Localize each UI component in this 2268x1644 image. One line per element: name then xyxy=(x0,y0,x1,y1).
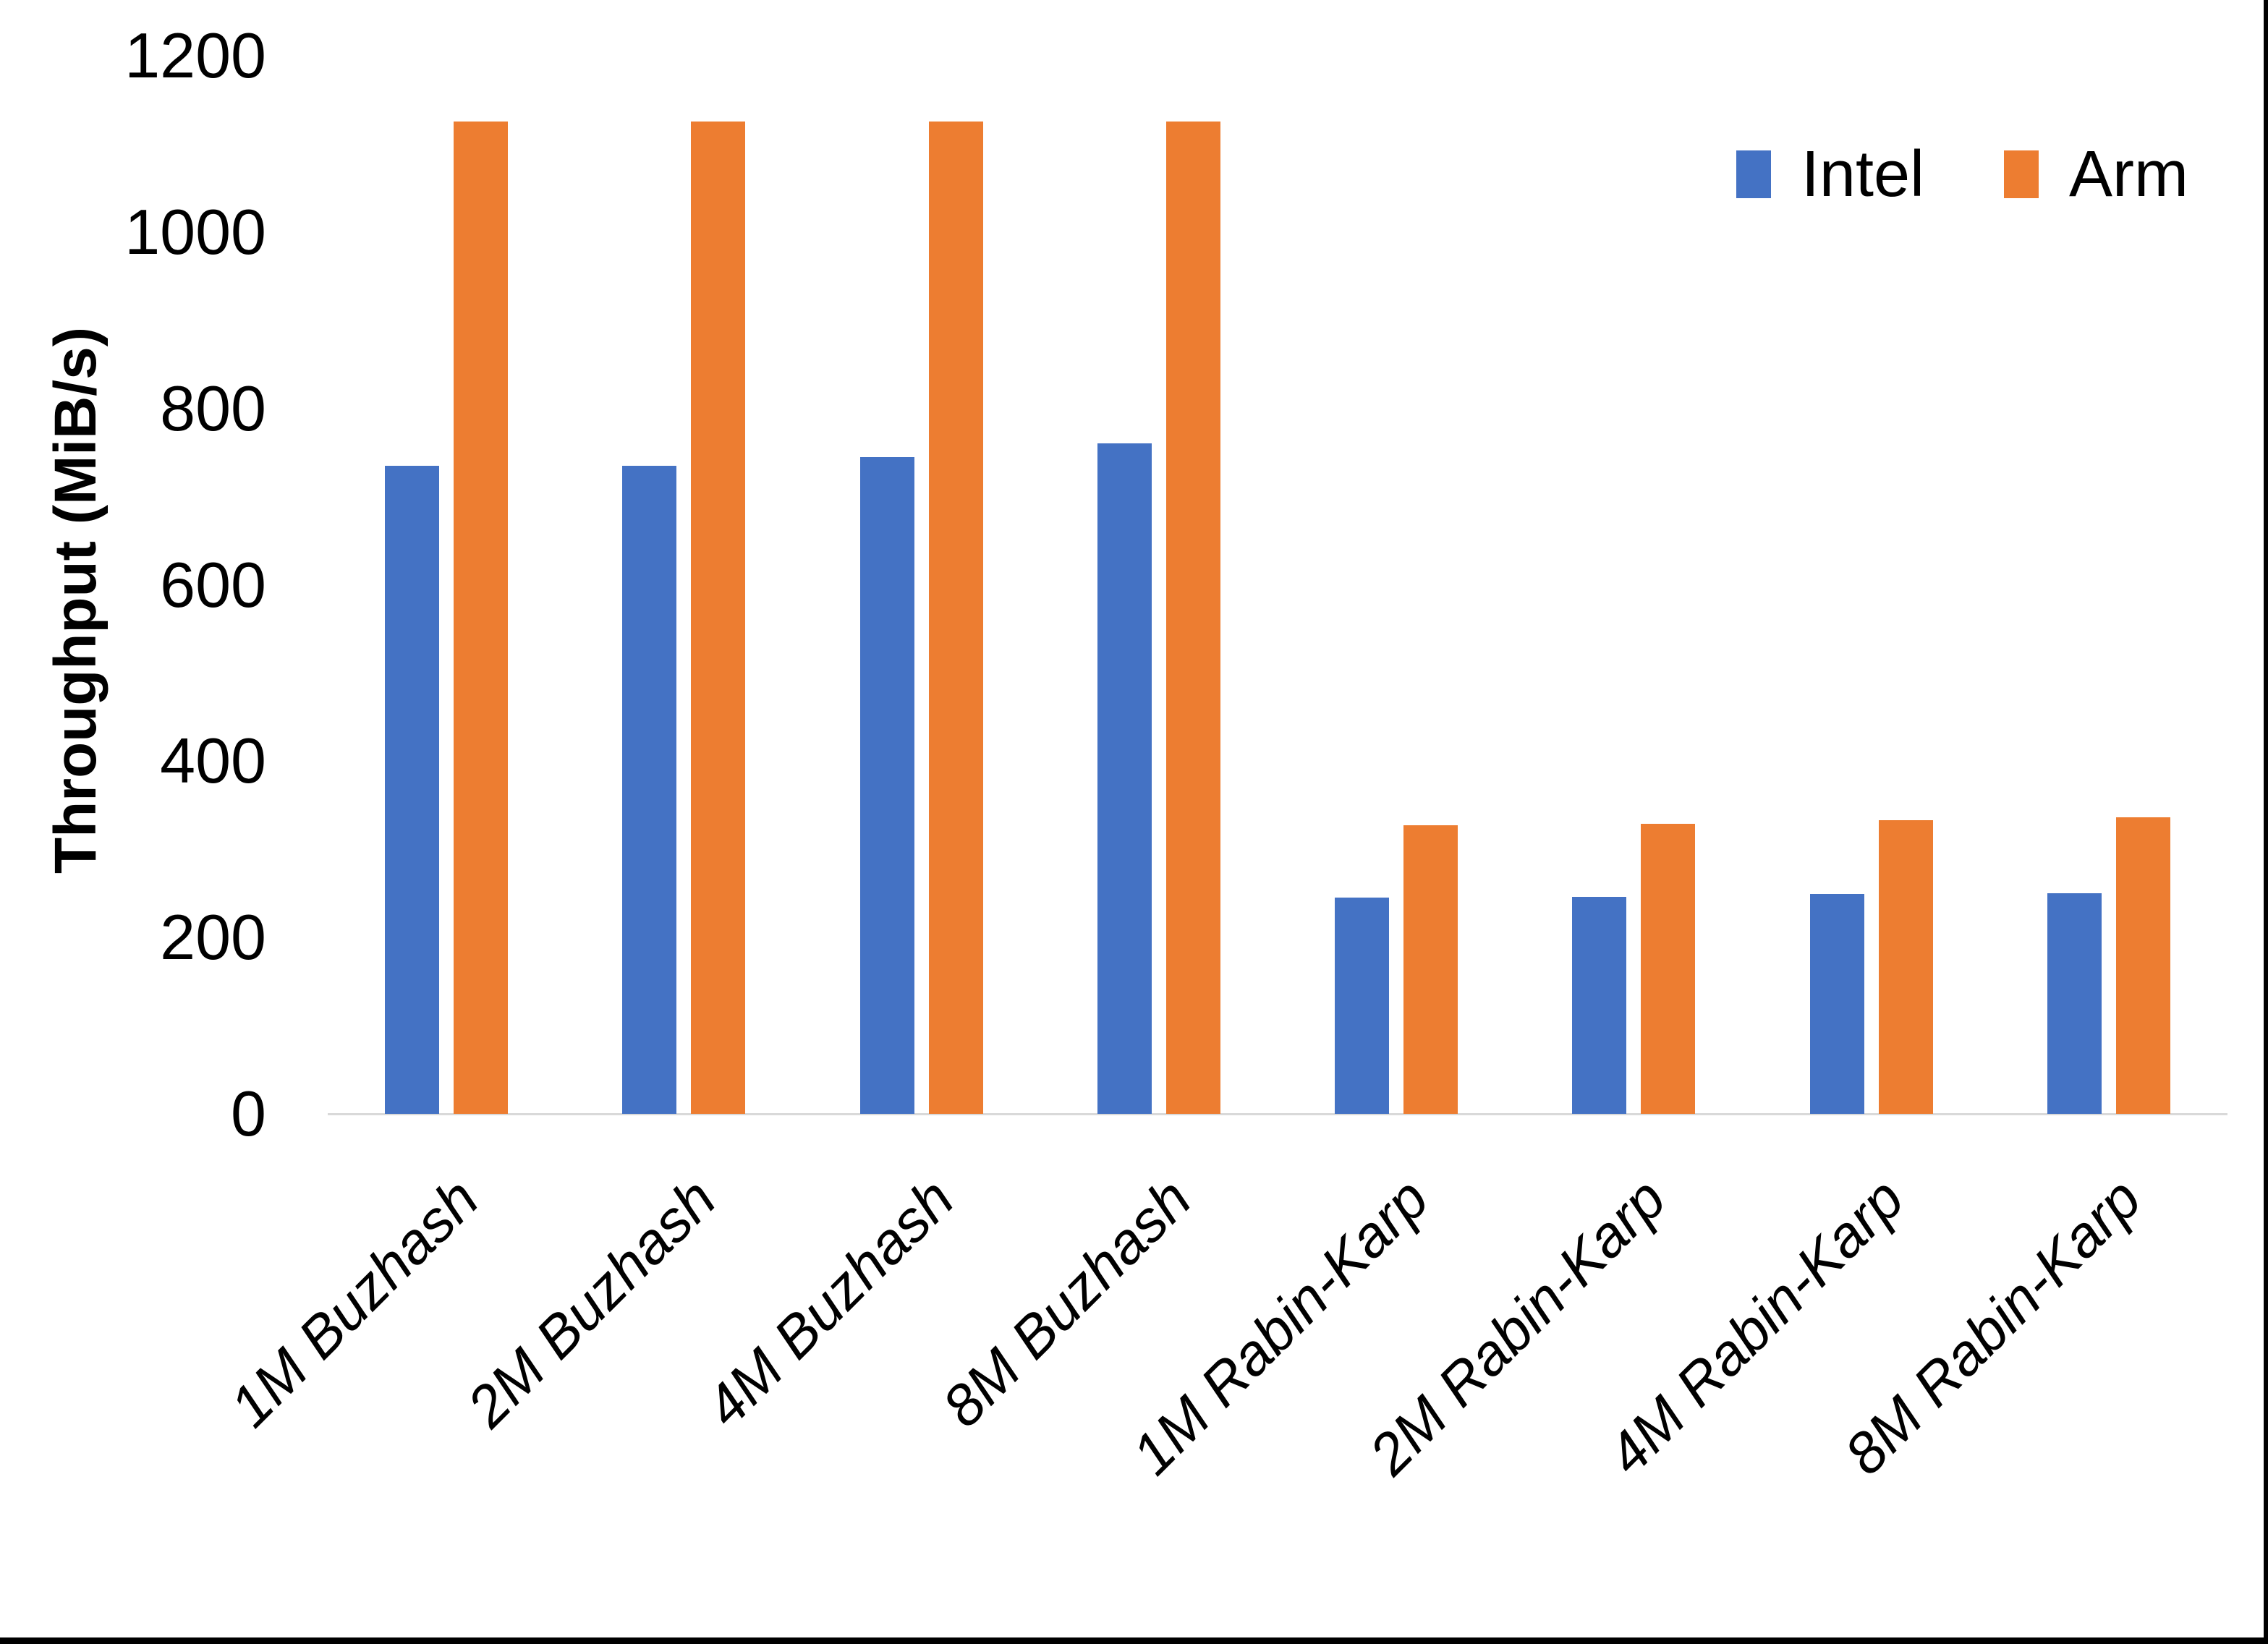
bar-intel-4m-buzhash xyxy=(859,456,914,1114)
legend: Intel Arm xyxy=(1736,142,2188,207)
bar-arm-2m-rabin-karp xyxy=(1641,823,1696,1114)
x-label-2m-buzhash: 2M Buzhash xyxy=(455,1166,729,1439)
y-tick-label-600: 600 xyxy=(160,548,266,621)
bar-intel-4m-rabin-karp xyxy=(1809,894,1864,1114)
bar-intel-2m-rabin-karp xyxy=(1572,897,1627,1114)
legend-item-arm: Arm xyxy=(2004,142,2188,207)
y-tick-label-1000: 1000 xyxy=(124,195,266,268)
x-label-8m-buzhash: 8M Buzhash xyxy=(930,1166,1203,1439)
bar-intel-1m-rabin-karp xyxy=(1335,898,1390,1114)
y-tick-label-200: 200 xyxy=(160,901,266,974)
x-label-1m-buzhash: 1M Buzhash xyxy=(217,1166,491,1439)
legend-swatch-arm xyxy=(2004,150,2039,198)
bar-intel-8m-rabin-karp xyxy=(2047,893,2102,1114)
legend-label-arm: Arm xyxy=(2069,138,2188,210)
x-label-1m-rabin-karp: 1M Rabin-Karp xyxy=(1119,1166,1441,1487)
x-label-8m-rabin-karp: 8M Rabin-Karp xyxy=(1832,1166,2153,1487)
y-tick-label-800: 800 xyxy=(160,372,266,444)
bar-intel-2m-buzhash xyxy=(622,465,677,1114)
bar-arm-1m-rabin-karp xyxy=(1403,825,1458,1114)
x-axis-line xyxy=(328,1113,2227,1115)
legend-swatch-intel xyxy=(1736,150,1771,198)
y-tick-label-1200: 1200 xyxy=(124,20,266,91)
bar-intel-1m-buzhash xyxy=(385,465,440,1114)
x-label-2m-rabin-karp: 2M Rabin-Karp xyxy=(1357,1166,1678,1487)
plot-area xyxy=(328,56,2227,1115)
bar-arm-8m-buzhash xyxy=(1165,122,1220,1114)
bar-intel-8m-buzhash xyxy=(1097,443,1152,1114)
bar-arm-2m-buzhash xyxy=(691,122,746,1114)
y-tick-label-0: 0 xyxy=(231,1078,266,1149)
legend-label-intel: Intel xyxy=(1801,138,1925,210)
bar-arm-8m-rabin-karp xyxy=(2115,817,2170,1114)
bar-arm-4m-buzhash xyxy=(928,122,983,1114)
y-tick-label-400: 400 xyxy=(160,725,266,797)
x-label-4m-buzhash: 4M Buzhash xyxy=(692,1166,966,1439)
bar-arm-1m-buzhash xyxy=(454,122,509,1114)
bar-arm-4m-rabin-karp xyxy=(1878,820,1933,1114)
legend-item-intel: Intel xyxy=(1736,142,1924,207)
x-label-4m-rabin-karp: 4M Rabin-Karp xyxy=(1594,1166,1916,1487)
